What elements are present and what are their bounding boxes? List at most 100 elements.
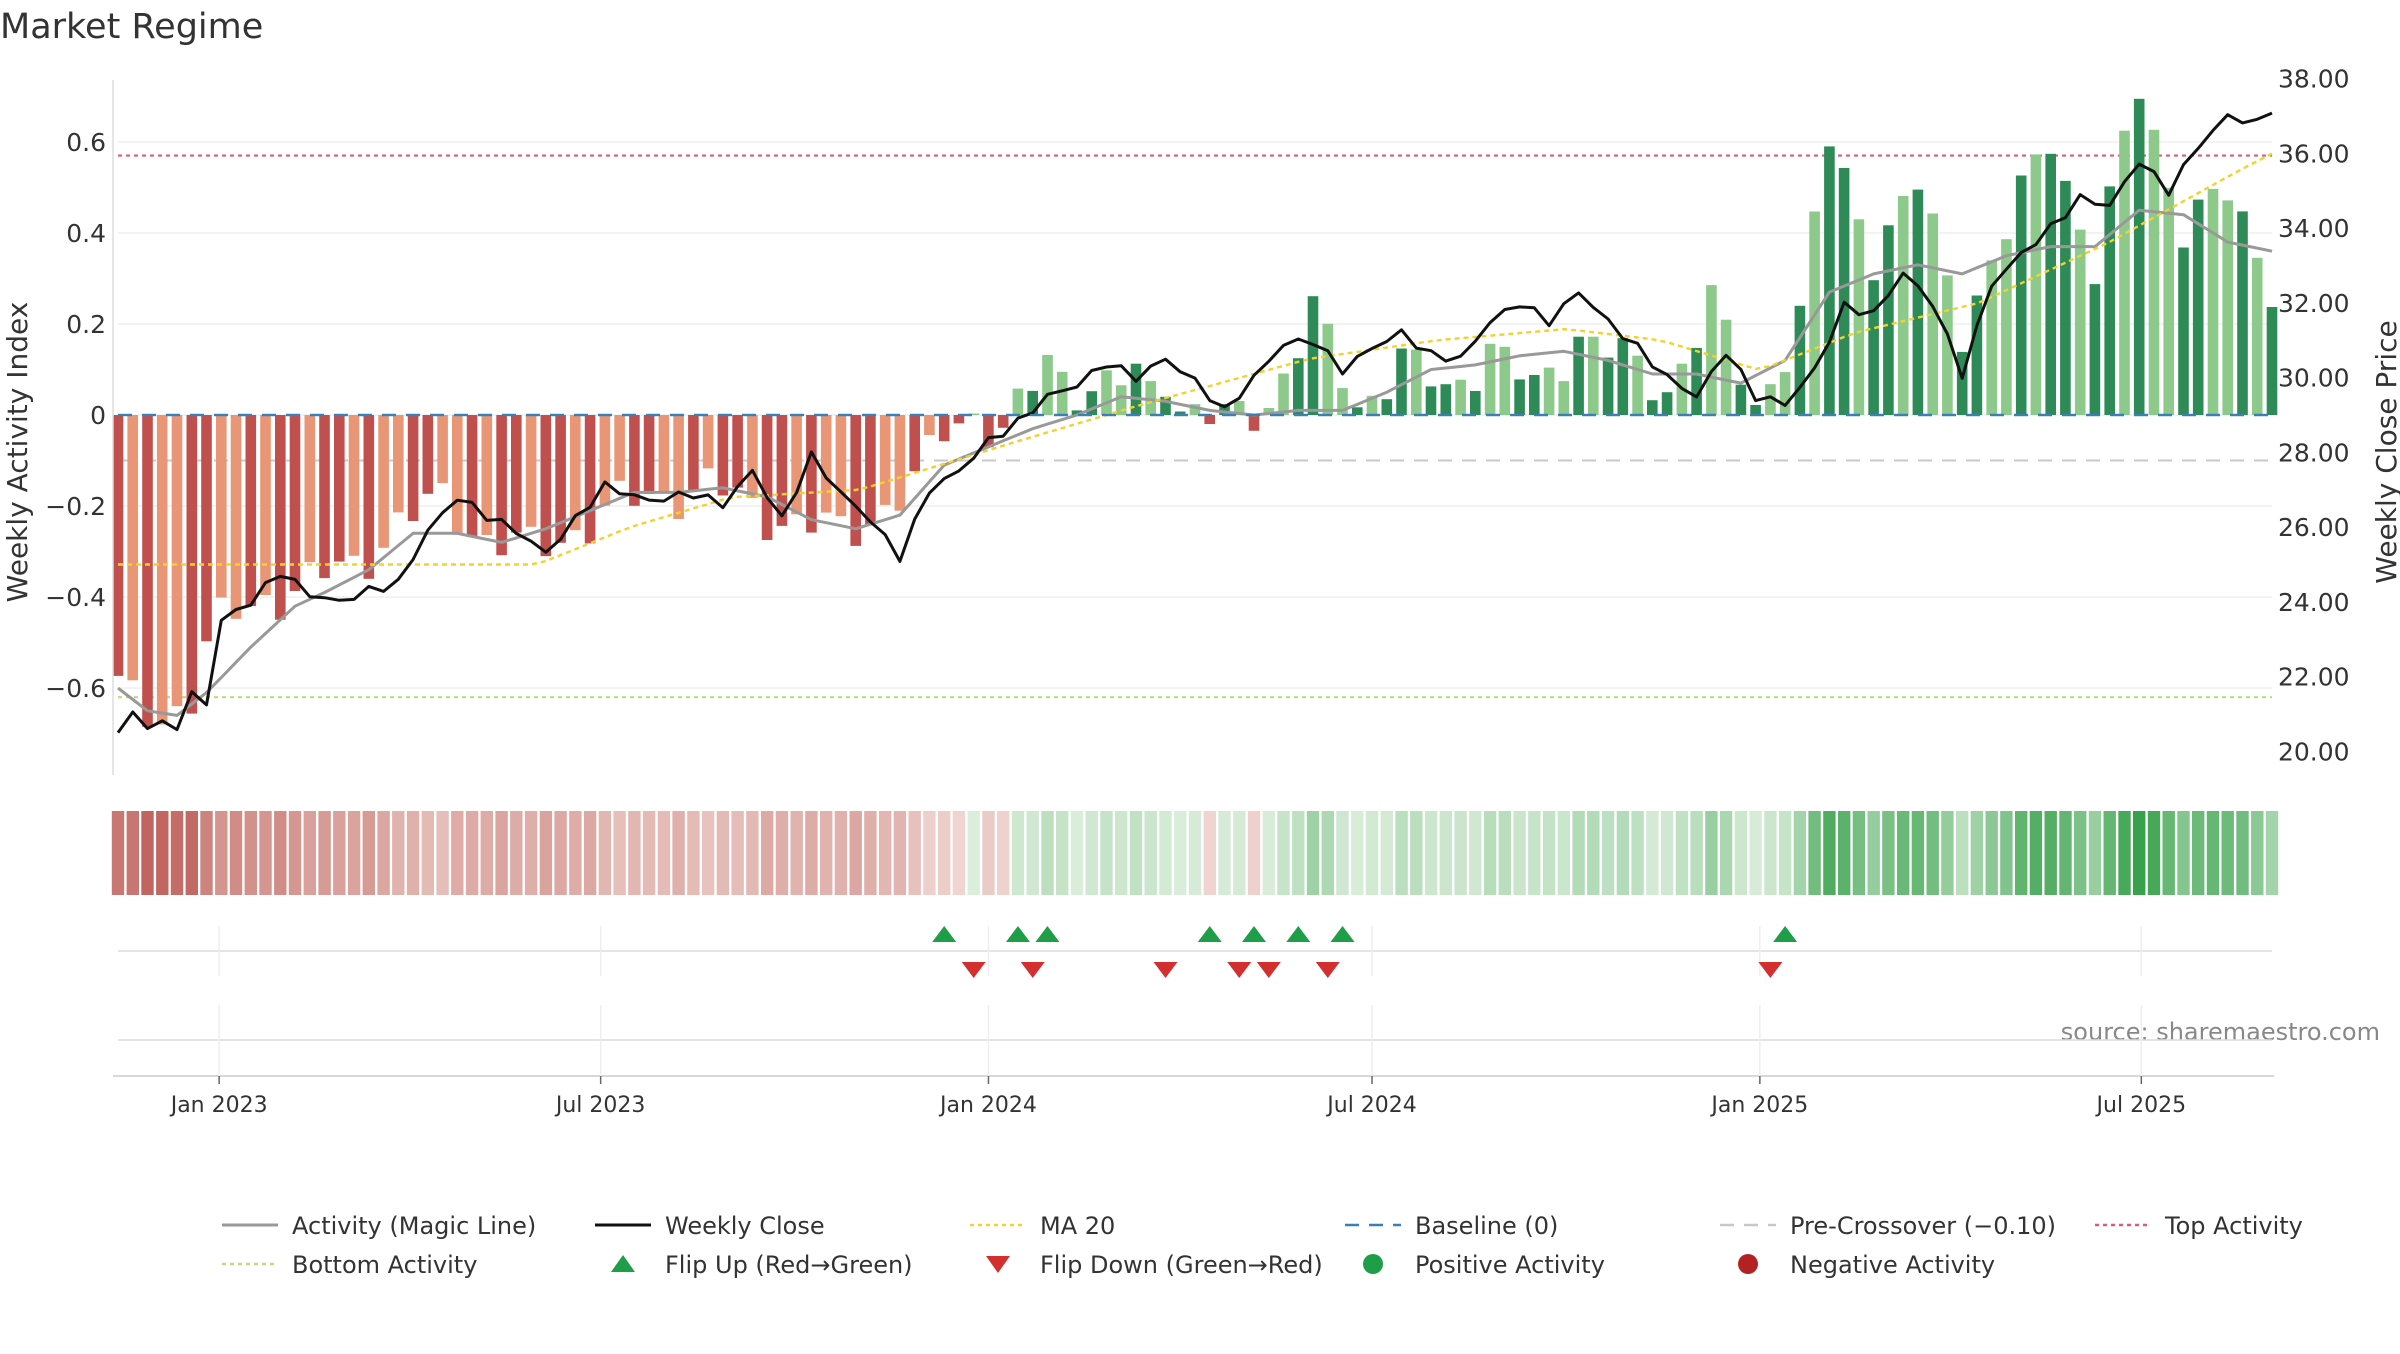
- activity-bar: [2178, 247, 2189, 415]
- activity-bar: [747, 415, 758, 498]
- regime-strip-cell: [893, 811, 907, 895]
- legend-label: Positive Activity: [1415, 1251, 1605, 1279]
- flip-up-marker: [932, 926, 957, 942]
- regime-strip-cell: [288, 811, 302, 895]
- activity-bar: [1012, 388, 1024, 415]
- regime-strip-cell: [642, 811, 656, 895]
- regime-strip-cell: [436, 811, 449, 895]
- activity-bar: [1765, 384, 1776, 415]
- regime-strip-cell: [170, 811, 184, 895]
- regime-strip-cell: [583, 811, 597, 895]
- regime-strip-cell: [1956, 811, 1969, 895]
- activity-bar: [2192, 199, 2204, 415]
- x-tick-label: Jul 2023: [554, 1093, 646, 1118]
- x-tick-label: Jan 2024: [938, 1093, 1037, 1118]
- left-tick-label: −0.6: [45, 674, 106, 703]
- regime-strip-cell: [731, 811, 744, 895]
- regime-strip-cell: [362, 811, 375, 895]
- activity-bar: [1130, 363, 1142, 415]
- activity-bar: [2163, 187, 2174, 415]
- regime-strip-cell: [1542, 811, 1556, 895]
- activity-bar: [142, 415, 153, 727]
- activity-bar: [1337, 388, 1348, 415]
- regime-strip-cell: [1026, 811, 1039, 895]
- activity-bar: [1543, 367, 1555, 415]
- regime-strip-cell: [1616, 811, 1630, 895]
- x-tick-label: Jul 2024: [1325, 1093, 1417, 1118]
- regime-strip-cell: [347, 811, 361, 895]
- activity-bar: [688, 415, 699, 491]
- regime-strip-cell: [480, 811, 493, 895]
- legend-label: Negative Activity: [1790, 1251, 1995, 1279]
- activity-bar: [1307, 296, 1319, 415]
- left-tick-label: 0: [90, 401, 106, 430]
- legend-label: Flip Up (Red→Green): [665, 1251, 913, 1279]
- regime-strip-cell: [495, 811, 508, 895]
- legend-swatch: [986, 1256, 1010, 1273]
- regime-strip-cell: [126, 811, 139, 895]
- right-tick-label: 28.00: [2278, 438, 2350, 467]
- regime-strip-cell: [864, 811, 877, 895]
- activity-bar: [1322, 323, 1334, 415]
- regime-strip-cell: [1188, 811, 1202, 895]
- activity-bar: [304, 415, 316, 563]
- regime-strip-cell: [775, 811, 789, 895]
- activity-bar: [1352, 407, 1363, 415]
- regime-strip-cell: [1218, 811, 1231, 895]
- regime-strip-cell: [1852, 811, 1866, 895]
- legend-item: MA 20: [970, 1212, 1115, 1240]
- flip-up-marker: [1773, 926, 1798, 942]
- flip-up-marker: [1197, 926, 1222, 942]
- activity-bar: [1927, 213, 1938, 415]
- activity-bar: [643, 415, 655, 494]
- regime-strip-cell: [1528, 811, 1541, 895]
- activity-bar: [511, 415, 522, 533]
- regime-strip-cell: [2221, 811, 2234, 895]
- regime-strip-cell: [820, 811, 833, 895]
- activity-bar: [1381, 399, 1393, 415]
- regime-strip-cell: [554, 811, 567, 895]
- left-tick-label: −0.4: [45, 583, 106, 612]
- activity-bar: [1558, 381, 1570, 415]
- regime-strip-cell: [1439, 811, 1452, 895]
- regime-strip-cell: [1424, 811, 1438, 895]
- regime-strip-cell: [1808, 811, 1821, 895]
- regime-strip-cell: [790, 811, 803, 895]
- activity-bar: [1440, 384, 1452, 415]
- activity-bar: [112, 415, 124, 676]
- regime-strip-cell: [2029, 811, 2043, 895]
- activity-bar: [835, 415, 847, 517]
- activity-bar: [1956, 351, 1968, 415]
- regime-strip-cell: [2133, 811, 2146, 895]
- flip-up-marker: [1035, 926, 1060, 942]
- regime-strip-cell: [1838, 811, 1851, 895]
- regime-strip-cell: [451, 811, 464, 895]
- regime-strip-cell: [1897, 811, 1910, 895]
- regime-strip-cell: [1085, 811, 1098, 895]
- activity-bar: [260, 415, 271, 595]
- activity-bar: [156, 415, 168, 725]
- regime-strip-cell: [997, 811, 1010, 895]
- left-tick-label: 0.6: [66, 128, 106, 157]
- left-axis: −0.6 −0.4 −0.2 0 0.2 0.4 0.6: [45, 80, 114, 775]
- regime-strip-cell: [923, 811, 936, 895]
- regime-strip-cell: [2044, 811, 2057, 895]
- regime-strip-cell: [1587, 811, 1600, 895]
- activity-bar: [2060, 180, 2071, 415]
- regime-strip-cell: [2147, 811, 2161, 895]
- left-tick-label: 0.4: [66, 219, 106, 248]
- activity-bar: [2133, 98, 2145, 416]
- activity-bar: [2045, 153, 2056, 416]
- activity-bar: [776, 415, 788, 526]
- activity-bar: [629, 415, 640, 506]
- regime-strip-cell: [1764, 811, 1777, 895]
- right-tick-label: 34.00: [2278, 214, 2350, 243]
- regime-strip-cell: [1734, 811, 1748, 895]
- legend-swatch: [1363, 1254, 1383, 1274]
- regime-strip-cell: [849, 811, 862, 895]
- right-tick-label: 26.00: [2278, 513, 2350, 542]
- activity-bar: [1617, 338, 1629, 415]
- activity-bar: [1514, 379, 1525, 415]
- right-axis: 20.00 22.00 24.00 26.00 28.00 30.00 32.00 34.00…: [2278, 65, 2350, 767]
